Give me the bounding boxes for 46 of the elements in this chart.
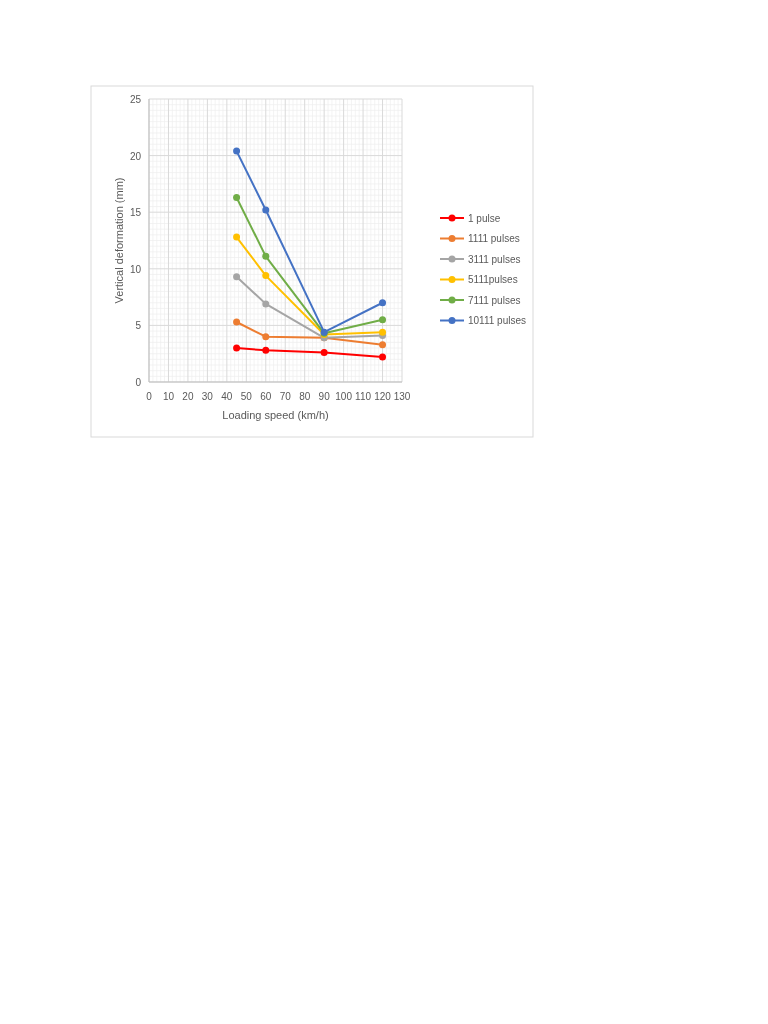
point [379,299,387,307]
legend-label: 1111 pulses [468,233,520,244]
legend-label: 3111 pulses [468,253,521,265]
x-tick-label: 110 [355,391,372,402]
legend-label: 10111 pulses [468,315,527,326]
point [379,353,387,361]
x-tick-label: 0 [146,391,153,402]
y-tick-label: 5 [135,320,142,332]
point [262,333,270,341]
point [320,349,328,357]
x-tick-label: 120 [374,391,392,402]
x-tick-label: 10 [162,391,175,402]
x-tick-label: 50 [240,391,253,402]
y-tick-label: 10 [129,263,142,275]
legend-label: 5111pulses [468,274,518,285]
y-axis-title: Vertical deformation (mm) [113,177,125,304]
legend-label: 7111 pulses [468,294,521,306]
point [233,193,241,201]
point [233,147,241,155]
point [379,328,387,336]
x-tick-label: 70 [279,391,292,402]
y-tick-label: 20 [129,150,142,162]
point [262,346,270,354]
y-tick-label: 15 [129,207,142,219]
x-tick-label: 20 [182,391,194,402]
legend-label: 1 pulse [468,212,501,224]
x-tick-label: 90 [318,391,331,402]
point [262,206,270,214]
point [262,300,270,308]
point [233,344,241,352]
x-tick-label: 100 [335,391,353,402]
point [233,233,241,241]
point [379,316,387,324]
x-tick-label: 80 [299,391,311,402]
x-tick-label: 60 [260,391,272,402]
point [233,273,241,281]
point [262,252,270,260]
x-tick-label: 30 [201,391,214,402]
point [262,272,270,280]
x-axis-title: Loading speed (km/h) [222,409,329,421]
y-tick-label: 0 [135,377,142,388]
x-tick-label: 130 [393,391,411,402]
y-tick-label: 25 [129,94,142,105]
point [379,341,387,349]
x-tick-label: 40 [221,391,233,402]
point [233,318,241,326]
